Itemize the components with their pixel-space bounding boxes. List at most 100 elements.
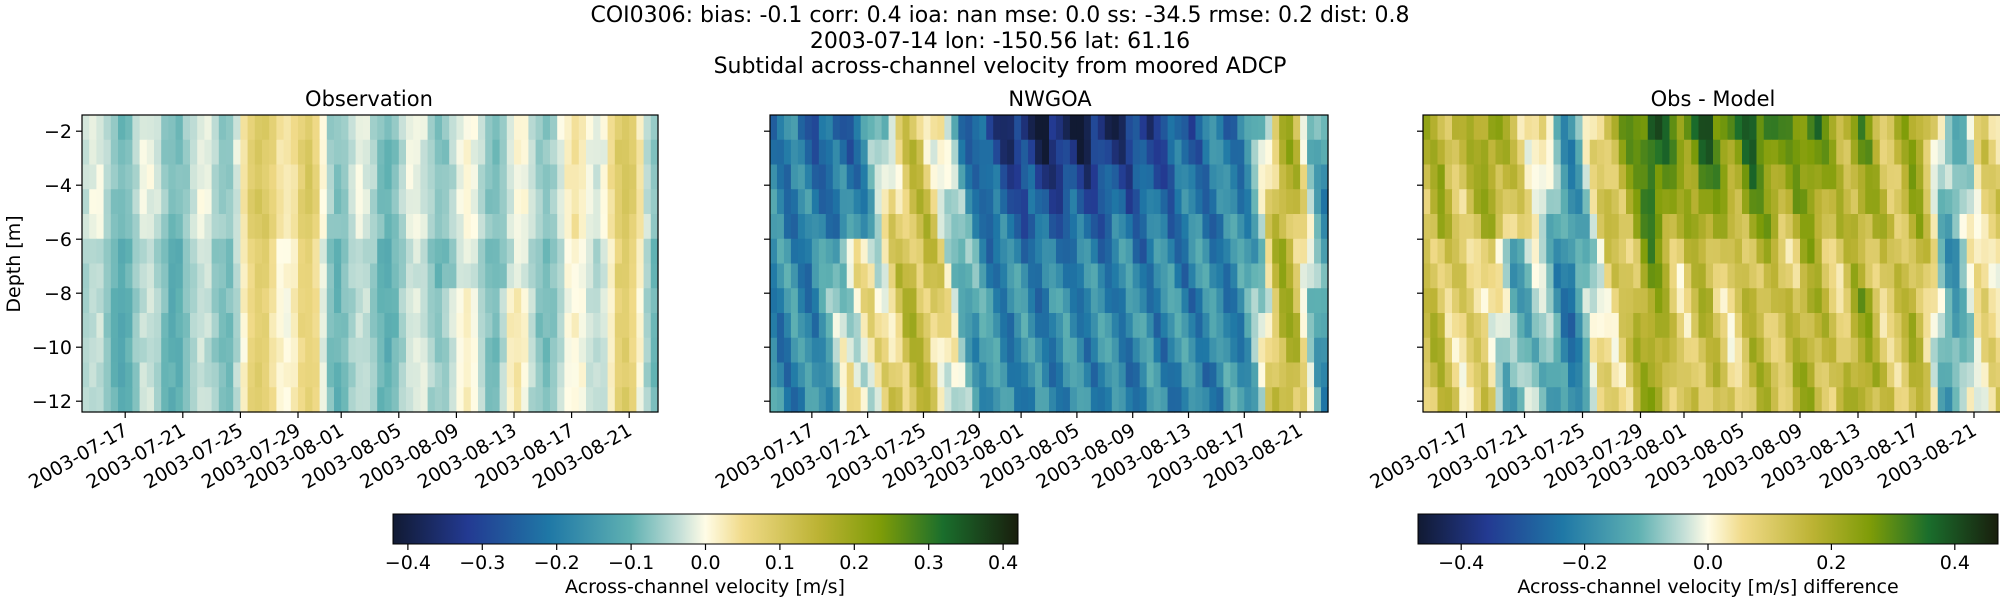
heatmap-cell <box>1647 337 1656 364</box>
heatmap-cell <box>542 115 551 141</box>
heatmap-cell <box>650 362 659 388</box>
heatmap-cell <box>1466 362 1475 388</box>
heatmap-cell <box>355 115 364 141</box>
heatmap-cell <box>420 189 429 215</box>
heatmap-cell <box>449 387 457 413</box>
heatmap-cell <box>881 164 890 190</box>
heatmap-cell <box>1488 115 1497 141</box>
y-axis-difference <box>1417 130 1423 402</box>
heatmap-cell <box>1539 238 1547 265</box>
heatmap-cell <box>1988 238 1997 265</box>
heatmap-cell <box>1502 313 1511 339</box>
heatmap-cell <box>499 214 508 240</box>
heatmap-cell <box>1923 313 1932 339</box>
heatmap-cell <box>1202 164 1211 190</box>
heatmap-cell <box>1111 263 1120 289</box>
heatmap-cell <box>283 139 292 166</box>
heatmap-cell <box>290 313 299 339</box>
heatmap-cell <box>1676 362 1685 388</box>
heatmap-cell <box>832 214 841 240</box>
heatmap-cell <box>1858 164 1866 190</box>
heatmap-cell <box>110 387 119 413</box>
heatmap-cell <box>1560 337 1569 364</box>
heatmap-cell <box>1279 362 1287 388</box>
heatmap-cell <box>979 238 987 265</box>
heatmap-cell <box>233 139 241 166</box>
heatmap-cell <box>1988 387 1997 413</box>
heatmap-cell <box>1655 387 1663 413</box>
heatmap-cell <box>937 337 945 364</box>
heatmap-cell <box>586 337 594 364</box>
heatmap-cell <box>607 164 616 190</box>
heatmap-cell <box>1749 337 1758 364</box>
heatmap-cell <box>298 362 306 388</box>
heatmap-cell <box>1872 115 1881 141</box>
heatmap-cell <box>571 313 580 339</box>
heatmap-cell <box>867 337 876 364</box>
heatmap-cell <box>355 263 364 289</box>
heatmap-cell <box>593 189 601 215</box>
heatmap-cell <box>384 115 393 141</box>
heatmap-cell <box>1000 238 1008 265</box>
heatmap-cell <box>1293 288 1301 314</box>
heatmap-cell <box>283 115 292 141</box>
heatmap-cell <box>958 189 966 215</box>
heatmap-cell <box>1894 115 1903 141</box>
heatmap-cell <box>1800 115 1808 141</box>
heatmap-cell <box>1988 313 1997 339</box>
heatmap-cell <box>204 313 213 339</box>
heatmap-cell <box>881 337 890 364</box>
heatmap-cell <box>1611 214 1620 240</box>
heatmap-cell <box>853 263 862 289</box>
heatmap-cell <box>132 362 141 388</box>
heatmap-cell <box>1321 337 1329 364</box>
heatmap-cell <box>1720 387 1729 413</box>
heatmap-cell <box>1676 189 1685 215</box>
heatmap-cell <box>1937 115 1946 141</box>
heatmap-cell <box>1293 337 1301 364</box>
heatmap-cell <box>334 115 342 141</box>
heatmap-cell <box>860 313 869 339</box>
heatmap-cell <box>1444 387 1453 413</box>
colorbar-tick-label: 0.0 <box>1693 552 1723 574</box>
heatmap-cell <box>442 214 450 240</box>
colorbar-tick-label: −0.4 <box>385 552 431 574</box>
heatmap-cell <box>1879 387 1888 413</box>
heatmap-cell <box>1444 288 1453 314</box>
heatmap-cell <box>1807 337 1816 364</box>
heatmap-cell <box>247 139 256 166</box>
heatmap-cell <box>1230 313 1238 339</box>
heatmap-cell <box>1756 214 1765 240</box>
heatmap-cell <box>1473 115 1482 141</box>
heatmap-cell <box>1167 115 1176 141</box>
heatmap-cell <box>888 263 897 289</box>
heatmap-cell <box>1937 313 1946 339</box>
heatmap-cell <box>1945 387 1953 413</box>
heatmap-cell <box>103 189 112 215</box>
heatmap-cell <box>564 189 573 215</box>
heatmap-cell <box>1230 189 1238 215</box>
heatmap-cell <box>269 313 277 339</box>
heatmap-cell <box>650 214 659 240</box>
heatmap-cell <box>1713 337 1721 364</box>
heatmap-cell <box>1076 337 1085 364</box>
heatmap-cell <box>514 263 522 289</box>
heatmap-cell <box>1216 313 1224 339</box>
heatmap-cell <box>312 263 321 289</box>
heatmap-cell <box>860 337 869 364</box>
heatmap-cell <box>825 362 834 388</box>
heatmap-cell <box>564 288 573 314</box>
heatmap-cell <box>1083 288 1092 314</box>
heatmap-cell <box>1887 139 1895 166</box>
heatmap-cell <box>1028 288 1036 314</box>
heatmap-cell <box>1473 214 1482 240</box>
heatmap-cell <box>197 164 205 190</box>
heatmap-cell <box>132 263 141 289</box>
heatmap-cell <box>1437 288 1446 314</box>
heatmap-cell <box>895 238 904 265</box>
heatmap-cell <box>305 362 313 388</box>
heatmap-cell <box>1300 115 1308 141</box>
heatmap-cell <box>485 189 493 215</box>
heatmap-cell <box>972 288 980 314</box>
heatmap-cell <box>578 313 587 339</box>
